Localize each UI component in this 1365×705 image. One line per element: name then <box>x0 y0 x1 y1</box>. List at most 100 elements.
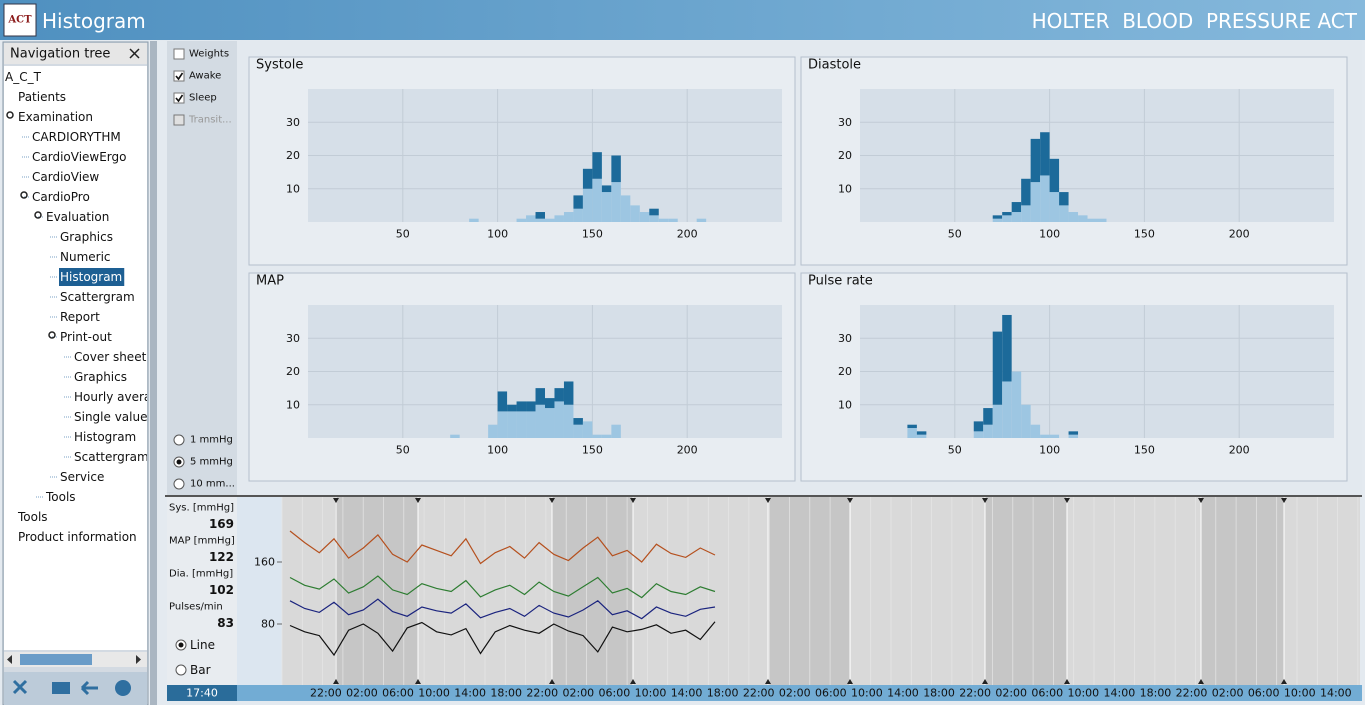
tree-root[interactable]: A_C_T <box>5 70 42 84</box>
x-tick-label: 50 <box>948 228 962 241</box>
histogram-bar <box>983 408 993 425</box>
histogram-bar <box>1011 202 1022 213</box>
folder-icon[interactable] <box>52 682 70 694</box>
histogram-bar <box>469 218 479 222</box>
tree-area <box>4 66 147 650</box>
tree-item[interactable]: CardioViewErgo <box>32 150 127 164</box>
histogram-bar <box>1078 215 1088 222</box>
y-tick-label: 10 <box>286 398 300 411</box>
radio[interactable] <box>173 434 185 446</box>
tree-item[interactable]: Tools <box>17 510 48 524</box>
histogram-bar <box>907 428 917 438</box>
histogram-bar <box>649 215 659 222</box>
x-tick-label: 18:00 <box>707 687 739 700</box>
checkbox-label[interactable]: Sleep <box>189 93 217 104</box>
readout-label: Pulses/min <box>169 602 223 613</box>
expander[interactable] <box>6 111 14 119</box>
tree-item[interactable]: Product information <box>18 530 137 544</box>
histogram-bar <box>516 411 527 438</box>
histogram-bar <box>526 401 536 412</box>
x-tick-label: 02:00 <box>1212 687 1244 700</box>
time-bar <box>167 685 1362 701</box>
histogram-bar <box>639 212 650 222</box>
histogram-bar <box>507 411 517 438</box>
histogram-bar <box>1021 404 1031 438</box>
readout-value: 169 <box>209 517 234 531</box>
checkbox[interactable] <box>173 48 185 60</box>
trend-line <box>289 575 716 599</box>
tree-item[interactable]: Histogram <box>74 430 136 444</box>
histogram-bar <box>992 331 1003 405</box>
check-mark[interactable] <box>175 94 184 103</box>
histogram-bar <box>916 434 927 438</box>
x-tick-label: 18:00 <box>490 687 522 700</box>
help-icon[interactable] <box>115 680 131 696</box>
histogram-bar <box>592 434 602 438</box>
tree-item[interactable]: Graphics <box>74 370 127 384</box>
close-button[interactable] <box>129 48 140 59</box>
tree-item[interactable]: Examination <box>18 110 93 124</box>
back-icon[interactable] <box>80 680 98 696</box>
tree-item[interactable]: CARDIORYTHM <box>32 130 121 144</box>
checkbox[interactable] <box>173 70 185 82</box>
checkbox[interactable] <box>173 92 185 104</box>
histogram-bar <box>1002 381 1012 438</box>
checkbox-label[interactable]: Awake <box>189 71 221 82</box>
checkbox-label[interactable]: Transit... <box>188 115 232 126</box>
histogram-bar <box>1049 434 1060 438</box>
histogram-bar <box>573 208 583 222</box>
tree-item[interactable]: Report <box>60 310 100 324</box>
x-tick-label: 14:00 <box>671 687 703 700</box>
histogram-bar <box>507 404 517 412</box>
tree-item[interactable]: Single value <box>74 410 147 424</box>
radio-label[interactable]: Line <box>190 638 215 652</box>
tree-item[interactable]: Tools <box>45 490 76 504</box>
histogram-bar <box>592 178 602 222</box>
delete-icon[interactable] <box>12 679 28 695</box>
tree-item[interactable]: Numeric <box>60 250 111 264</box>
tree-item[interactable]: CardioView <box>32 170 99 184</box>
radio-label[interactable]: 5 mmHg <box>190 457 233 468</box>
y-tick-label: 20 <box>838 149 852 162</box>
tree-item[interactable]: Print-out <box>60 330 112 344</box>
tree-item[interactable]: Histogram <box>60 270 122 284</box>
radio-label[interactable]: 10 mm... <box>190 479 235 490</box>
x-tick-label: 150 <box>582 228 603 241</box>
y-tick-label: 10 <box>286 182 300 195</box>
radio-dot[interactable] <box>176 459 182 465</box>
histogram-bar <box>535 212 545 219</box>
checkbox[interactable] <box>173 114 185 126</box>
tree-item[interactable]: Cover sheet <box>74 350 147 364</box>
tree-item[interactable]: Service <box>60 470 104 484</box>
radio[interactable] <box>175 664 187 676</box>
check-mark[interactable] <box>175 72 184 81</box>
readout-column <box>167 497 237 685</box>
checkbox-label[interactable]: Weights <box>189 49 229 60</box>
histogram-bar <box>1030 424 1041 438</box>
tree-item[interactable]: Patients <box>18 90 66 104</box>
tree-item[interactable]: Evaluation <box>46 210 109 224</box>
scroll-thumb[interactable] <box>20 654 92 665</box>
expander[interactable] <box>34 211 42 219</box>
product-name: HOLTER BLOOD PRESSURE ACT <box>1032 9 1358 33</box>
expander[interactable] <box>20 191 28 199</box>
tree-item[interactable]: Graphics <box>60 230 113 244</box>
histogram-bar <box>1030 138 1041 183</box>
histogram-bar <box>696 218 707 222</box>
radio-dot[interactable] <box>178 642 184 648</box>
expander[interactable] <box>48 331 56 339</box>
readout-label: Dia. [mmHg] <box>169 569 233 580</box>
histogram-bar <box>992 218 1003 222</box>
tree-item[interactable]: Scattergram <box>74 450 149 464</box>
radio[interactable] <box>173 478 185 490</box>
x-tick-label: 06:00 <box>815 687 847 700</box>
logo <box>3 3 37 37</box>
tree-item[interactable]: Scattergram <box>60 290 135 304</box>
tree-item[interactable]: Hourly avera <box>74 390 151 404</box>
x-tick-label: 200 <box>1229 444 1250 457</box>
splitter[interactable] <box>150 41 157 705</box>
histogram-bar <box>545 408 555 438</box>
tree-item[interactable]: CardioPro <box>32 190 90 204</box>
radio-label[interactable]: Bar <box>190 663 211 677</box>
radio-label[interactable]: 1 mmHg <box>190 435 233 446</box>
